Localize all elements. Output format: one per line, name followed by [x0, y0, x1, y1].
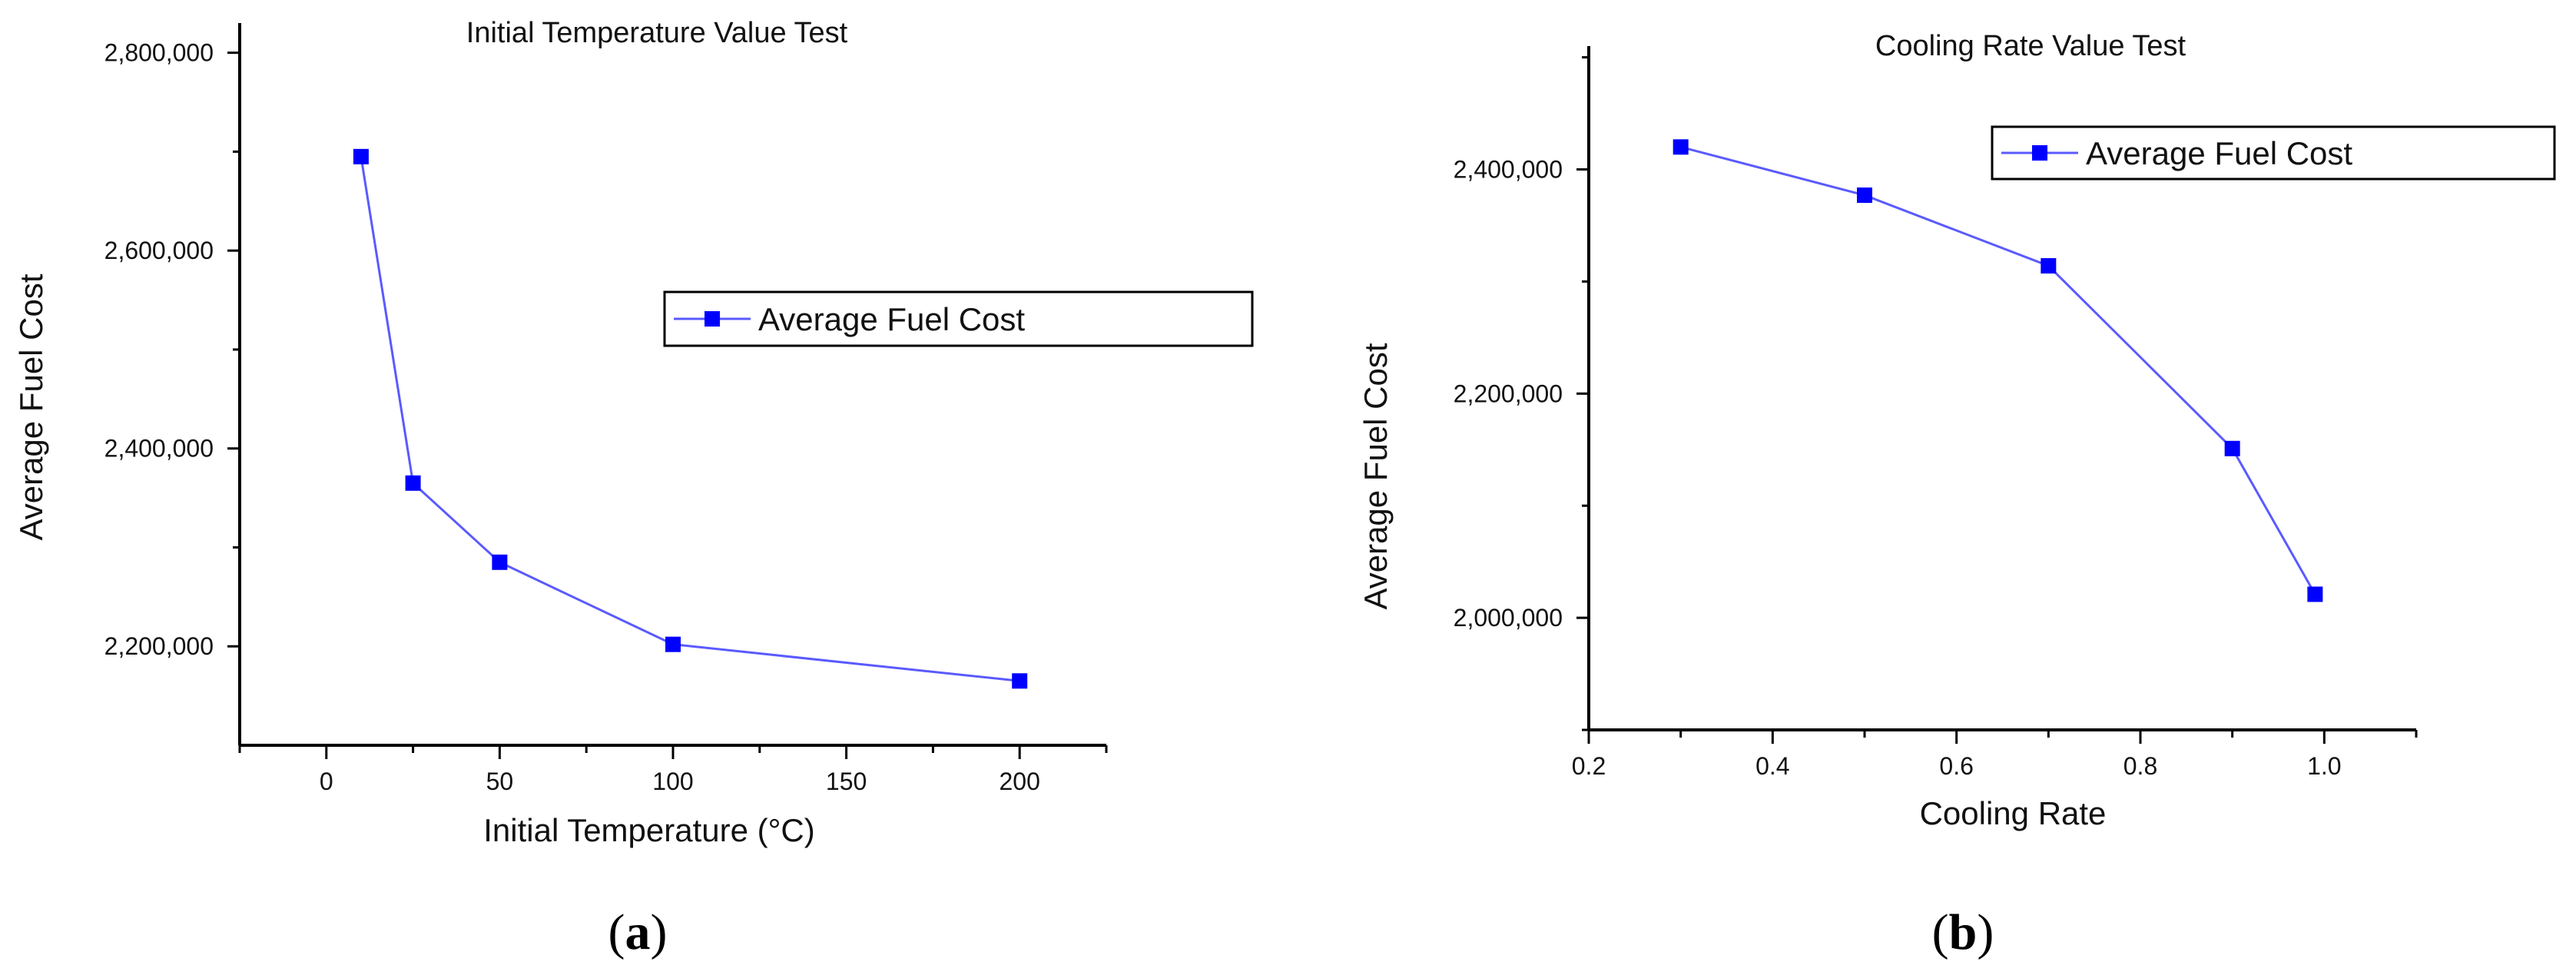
- chart-b: 0.2 0.4 0.6 0.8 1.0 2,000,000 2,200,000 2,400,0…: [1358, 30, 2556, 960]
- data-point-marker: [1012, 673, 1028, 689]
- y-axis-title: Average Fuel Cost: [1358, 343, 1394, 609]
- panel-label-open: (: [1932, 904, 1949, 960]
- legend-label: Average Fuel Cost: [2086, 135, 2352, 171]
- x-axis-title: Initial Temperature (°C): [483, 812, 815, 848]
- panel-label-close: ): [1977, 904, 1994, 960]
- panel-label: (a): [608, 904, 668, 960]
- data-point-marker: [2307, 586, 2323, 602]
- data-point-marker: [1857, 187, 1872, 204]
- x-tick-label: 1.0: [2307, 752, 2341, 780]
- x-tick-label: 100: [652, 768, 693, 795]
- x-tick-label: 0.2: [1572, 752, 1606, 780]
- legend-marker-swatch: [2032, 145, 2047, 161]
- data-point-marker: [405, 475, 421, 491]
- data-point-marker: [492, 554, 508, 570]
- panel-label-open: (: [608, 904, 625, 960]
- x-tick-label: 150: [826, 768, 867, 795]
- panel-label-letter: b: [1949, 904, 1978, 960]
- legend-box: [1991, 125, 2556, 181]
- x-tick-label: 0: [320, 768, 333, 795]
- x-tick-label: 0.8: [2123, 752, 2157, 780]
- panel-label-close: ): [651, 904, 668, 960]
- legend-label: Average Fuel Cost: [758, 301, 1025, 337]
- legend-marker-swatch: [705, 311, 720, 327]
- y-tick-label: 2,800,000: [104, 39, 214, 67]
- panel-label-letter: a: [625, 904, 651, 960]
- data-point-marker: [353, 148, 369, 164]
- x-tick-label: 0.4: [1755, 752, 1789, 780]
- chart-a: 0 50 100 150 200 2,200,000 2,400,000 2,600,000 2…: [13, 17, 1254, 960]
- x-tick-label: 50: [486, 768, 514, 795]
- y-tick-label: 2,000,000: [1454, 604, 1563, 632]
- data-point-marker: [2224, 440, 2240, 456]
- y-tick-label: 2,400,000: [1454, 155, 1563, 183]
- chart-title: Cooling Rate Value Test: [1875, 30, 2186, 62]
- x-tick-label: 200: [1000, 768, 1040, 795]
- chart-title: Initial Temperature Value Test: [466, 17, 848, 49]
- series-line: [360, 156, 1020, 682]
- data-point-marker: [665, 636, 681, 652]
- data-point-marker: [1673, 139, 1689, 155]
- data-point-marker: [2041, 257, 2057, 274]
- y-tick-label: 2,600,000: [104, 237, 214, 264]
- legend-box: [663, 290, 1254, 347]
- y-tick-label: 2,200,000: [104, 632, 214, 660]
- series-line: [1680, 145, 2316, 595]
- y-tick-label: 2,200,000: [1454, 380, 1563, 407]
- x-tick-label: 0.6: [1939, 752, 1973, 780]
- x-axis-title: Cooling Rate: [1920, 795, 2107, 831]
- panel-label: (b): [1932, 904, 1994, 960]
- y-axis-title: Average Fuel Cost: [13, 274, 49, 540]
- y-tick-label: 2,400,000: [104, 435, 214, 463]
